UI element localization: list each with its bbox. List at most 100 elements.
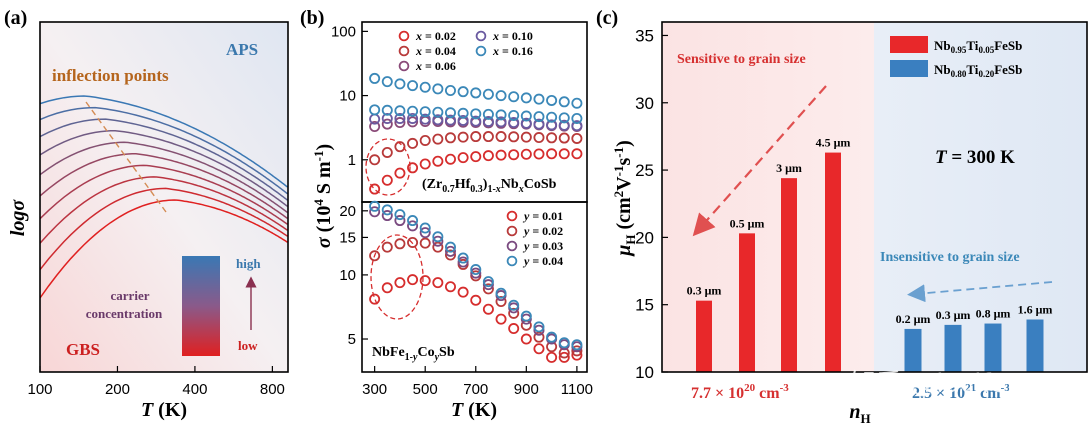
- lower-ytick-label: 10: [339, 267, 356, 284]
- panel-b-frame-bottom: [361, 201, 588, 373]
- highlight-ellipse-upper: [365, 138, 411, 196]
- colorbar-title-1: carrier: [111, 288, 150, 303]
- lower-point-s2: [419, 227, 431, 239]
- upper-point-s3: [432, 114, 444, 126]
- lower-point-s3: [432, 231, 444, 243]
- upper-point-s4: [407, 105, 419, 117]
- upper-point-s3: [394, 112, 406, 124]
- upper-legend-0-label: x = 0.02: [415, 29, 456, 43]
- lower-point-s3: [457, 252, 469, 264]
- panel-c-bars: 0.3 μm 0.5 μm 3 μm 4.5 μm 0.2 μm 0.3 μm 0.8 μm…: [687, 136, 1052, 372]
- upper-point-s1: [432, 133, 444, 145]
- lower-point-s3: [369, 200, 381, 212]
- colorbar-low: low: [238, 338, 258, 353]
- upper-point-s1: [558, 132, 570, 144]
- lower-point-s2: [369, 206, 381, 218]
- upper-point-s4: [546, 111, 558, 123]
- curve-8: [40, 176, 288, 244]
- upper-point-s3: [495, 116, 507, 128]
- upper-point-s5: [558, 96, 570, 108]
- panel-b-xtick-label: 700: [463, 381, 488, 398]
- lower-legend-0-label: y = 0.01: [522, 209, 563, 223]
- panel-c-bg-left: [662, 22, 874, 372]
- upper-point-s4: [381, 104, 393, 116]
- upper-point-s1: [457, 131, 469, 143]
- upper-legend-1-marker: [398, 45, 410, 57]
- upper-point-s0: [381, 174, 393, 186]
- upper-point-s1: [482, 131, 494, 143]
- lower-point-s0: [470, 294, 482, 306]
- lower-legend-1-label: y = 0.02: [522, 224, 563, 238]
- panel-c-frame: [661, 21, 1088, 373]
- upper-point-s1: [520, 131, 532, 143]
- panel-a-label: (a): [4, 7, 27, 29]
- upper-point-s4: [432, 106, 444, 118]
- upper-legend-4-marker: [475, 45, 487, 57]
- upper-legend-2-marker: [398, 60, 410, 72]
- panel-b-xtick-label: 300: [362, 381, 387, 398]
- panel-c-ytick-label: 30: [635, 94, 654, 113]
- watermark: 知乎 @lucifer: [850, 369, 1018, 399]
- colorbar: [182, 256, 220, 356]
- colorbar-title-2: concentration: [86, 306, 163, 321]
- lower-point-s3: [520, 310, 532, 322]
- curve-6: [40, 153, 288, 220]
- panel-c-xlabel: nH: [849, 401, 870, 426]
- panel-b-ylabel: σ (104 S m-1): [311, 144, 335, 248]
- upper-point-s4: [394, 105, 406, 117]
- upper-point-s0: [482, 150, 494, 162]
- lower-point-s1: [394, 238, 406, 250]
- curve-5: [40, 141, 288, 214]
- bar-label-s1-2: 0.8 μm: [976, 307, 1011, 321]
- panel-a-xtick-label: 100: [27, 381, 52, 398]
- panel-c-ytick-label: 10: [635, 363, 654, 382]
- upper-point-s5: [407, 80, 419, 92]
- lower-point-s3: [495, 287, 507, 299]
- curve-2: [40, 106, 288, 195]
- lower-point-s0: [407, 274, 419, 286]
- upper-point-s0: [419, 158, 431, 170]
- lower-point-s3: [533, 321, 545, 333]
- upper-point-s3: [508, 117, 520, 129]
- inflection-line: [85, 101, 167, 213]
- gbs-label: GBS: [66, 340, 100, 359]
- upper-legend-0-marker: [398, 30, 410, 42]
- upper-ytick-label: 100: [331, 23, 356, 40]
- curve-3: [40, 118, 288, 201]
- upper-point-s5: [533, 93, 545, 105]
- upper-point-s4: [419, 106, 431, 118]
- upper-point-s1: [470, 131, 482, 143]
- sensitive-label: Sensitive to grain size: [677, 52, 806, 67]
- panel-b-xtick-label: 1100: [561, 381, 593, 398]
- lower-point-s0: [457, 286, 469, 298]
- panel-b-xtick-label: 500: [413, 381, 438, 398]
- lower-legend-3-marker: [506, 255, 518, 267]
- upper-point-s4: [482, 108, 494, 120]
- lower-ytick-label: 5: [348, 331, 356, 348]
- upper-point-s4: [470, 108, 482, 120]
- upper-point-s0: [508, 149, 520, 161]
- upper-point-s1: [394, 141, 406, 153]
- lower-point-s3: [419, 222, 431, 234]
- lower-point-s1: [381, 241, 393, 253]
- lower-point-s3: [394, 209, 406, 221]
- legend-swatch-blue: [890, 60, 928, 77]
- lower-point-s2: [482, 279, 494, 291]
- lower-point-s0: [419, 275, 431, 287]
- upper-point-s5: [508, 91, 520, 103]
- upper-point-s2: [381, 118, 393, 130]
- bar-s0-2: [781, 178, 797, 372]
- lower-point-s3: [444, 241, 456, 253]
- right-nh-label: 2.5 × 1021 cm-3: [912, 382, 1010, 402]
- upper-point-s1: [571, 132, 583, 144]
- panel-c-bg-right: [874, 22, 1087, 372]
- lower-point-s0: [533, 343, 545, 355]
- lower-point-s3: [571, 339, 583, 351]
- lower-point-s3: [546, 331, 558, 343]
- bar-s1-2: [984, 323, 1002, 372]
- lower-point-s3: [508, 299, 520, 311]
- panel-b-xlabel: T (K): [451, 399, 497, 421]
- upper-point-s1: [419, 134, 431, 146]
- upper-point-s0: [546, 148, 558, 160]
- bar-label-s1-0: 0.2 μm: [896, 312, 931, 326]
